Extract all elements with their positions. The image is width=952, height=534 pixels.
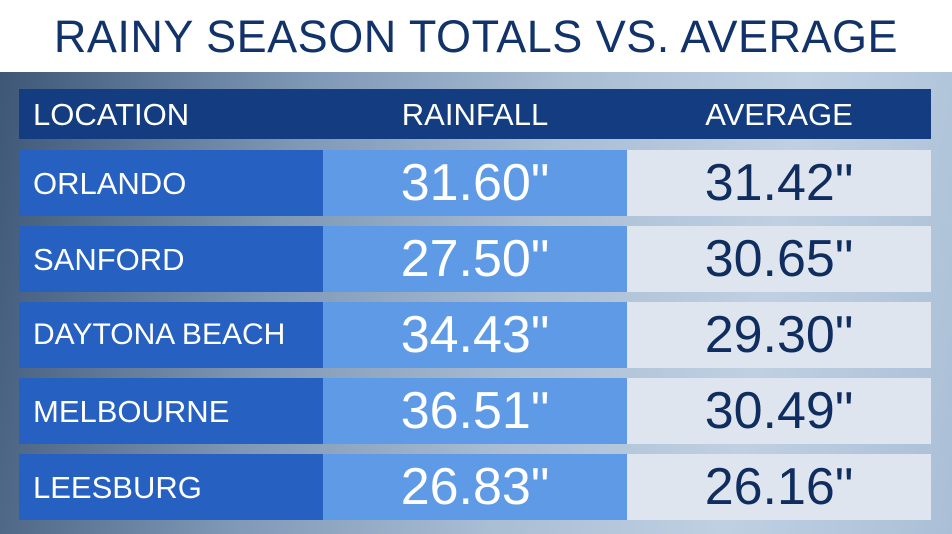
rainfall-cell: 31.60" (323, 150, 627, 216)
rainfall-cell: 26.83" (323, 454, 627, 520)
average-cell: 26.16" (627, 454, 931, 520)
title-bar: RAINY SEASON TOTALS VS. AVERAGE (0, 0, 952, 72)
table-row: ORLANDO 31.60" 31.42" (19, 150, 931, 216)
header-average: AVERAGE (705, 96, 853, 132)
chart-title: RAINY SEASON TOTALS VS. AVERAGE (53, 10, 899, 62)
table-row: LEESBURG 26.83" 26.16" (19, 454, 931, 520)
average-cell: 30.65" (627, 226, 931, 292)
location-cell: MELBOURNE (19, 378, 323, 444)
rainfall-cell: 27.50" (323, 226, 627, 292)
rainfall-cell: 36.51" (323, 378, 627, 444)
average-cell: 29.30" (627, 302, 931, 368)
location-cell: ORLANDO (19, 150, 323, 216)
average-cell: 31.42" (627, 150, 931, 216)
location-cell: DAYTONA BEACH (19, 302, 323, 368)
table-row: MELBOURNE 36.51" 30.49" (19, 378, 931, 444)
average-cell: 30.49" (627, 378, 931, 444)
rainfall-cell: 34.43" (323, 302, 627, 368)
table-row: DAYTONA BEACH 34.43" 29.30" (19, 302, 931, 368)
table-row: SANFORD 27.50" 30.65" (19, 226, 931, 292)
location-cell: LEESBURG (19, 454, 323, 520)
location-cell: SANFORD (19, 226, 323, 292)
header-location: LOCATION (33, 96, 190, 132)
table-header-row: LOCATION RAINFALL AVERAGE (19, 89, 931, 139)
header-rainfall: RAINFALL (401, 96, 549, 132)
